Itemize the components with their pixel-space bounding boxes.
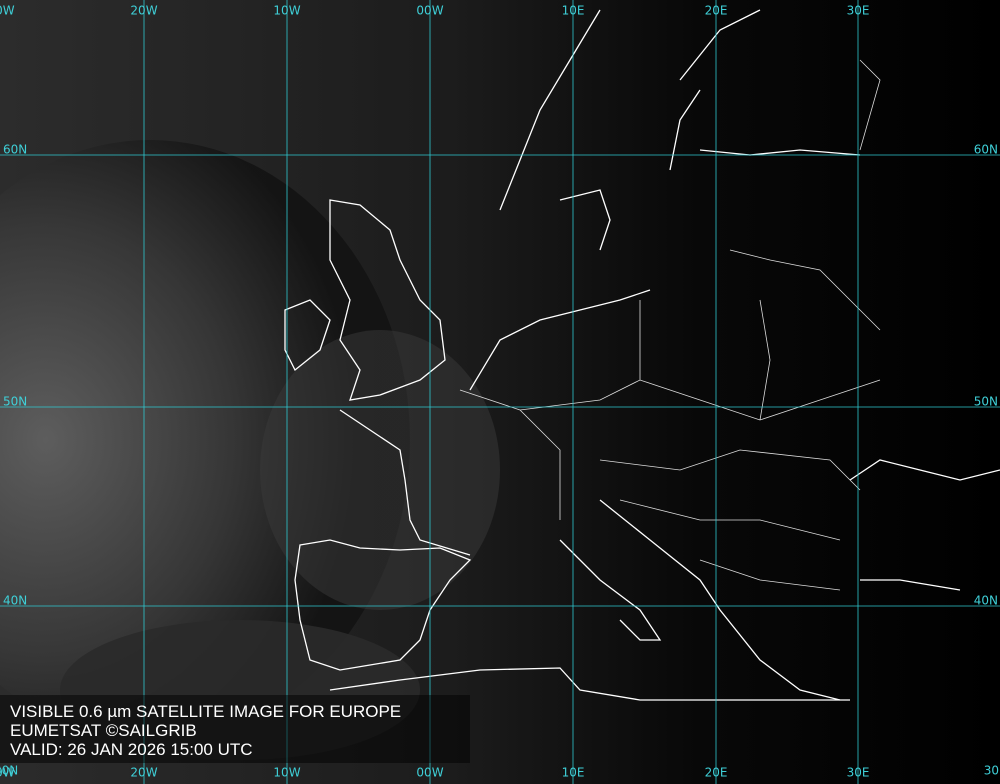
parallel-label: 40N: [3, 594, 27, 608]
meridian-label: 30E: [847, 4, 870, 18]
meridian-label: 20E: [705, 4, 728, 18]
parallel-label: 50N: [3, 395, 27, 409]
parallel-label: 30N: [0, 764, 18, 778]
parallel-label: 50N: [974, 395, 998, 409]
meridian-label: 30W: [0, 4, 15, 18]
meridian-label: 10W: [273, 766, 300, 780]
coastlines: [284, 9, 1000, 701]
parallel-label: 60N: [974, 143, 998, 157]
meridian-label: 00W: [416, 766, 443, 780]
meridian-label: 30W: [0, 766, 15, 780]
cloud-mass: [260, 330, 500, 610]
caption-line: EUMETSAT ©SAILGRIB: [10, 721, 197, 740]
meridian-label: 20W: [130, 4, 157, 18]
caption-line: VISIBLE 0.6 µm SATELLITE IMAGE FOR EUROP…: [10, 702, 401, 721]
meridian-label: 20W: [130, 766, 157, 780]
meridian-label: 10E: [562, 766, 585, 780]
parallel-label: 40N: [974, 594, 998, 608]
meridian-label: 10W: [273, 4, 300, 18]
caption-box: [0, 695, 470, 763]
cloud-mass: [0, 140, 410, 740]
parallel-label: 60N: [3, 143, 27, 157]
caption-line: VALID: 26 JAN 2026 15:00 UTC: [10, 740, 253, 759]
meridian-label: 30E: [847, 766, 870, 780]
meridian-label: 10E: [562, 4, 585, 18]
meridian-label: 00W: [416, 4, 443, 18]
meridian-label: 20E: [705, 766, 728, 780]
borders: [459, 59, 881, 591]
parallel-label: 30N: [984, 764, 1000, 778]
